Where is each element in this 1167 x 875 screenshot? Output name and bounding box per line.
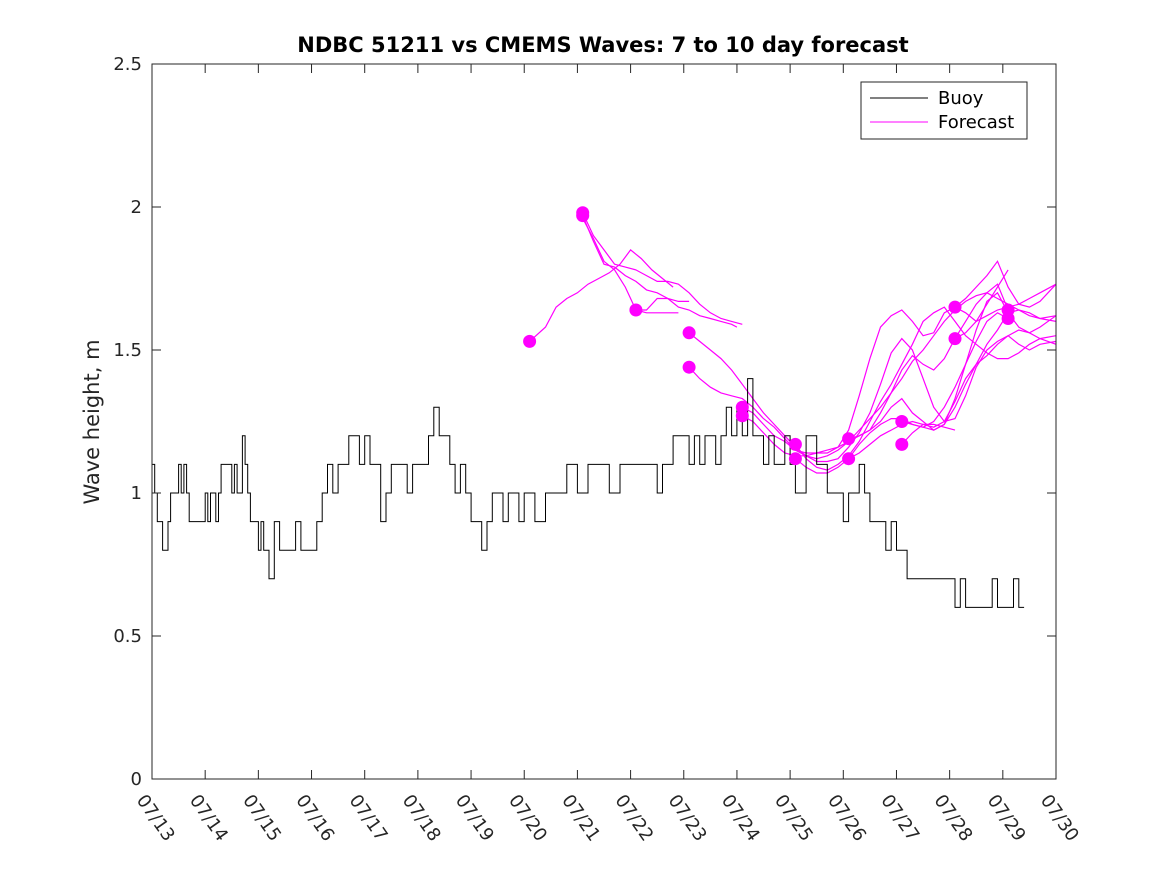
forecast-line-6 [688,292,1056,460]
forecast-start-marker [842,452,856,466]
forecast-line-5 [635,297,690,311]
forecast-line-1 [529,249,674,342]
forecast-start-marker [788,437,802,451]
forecast-start-marker [629,303,643,317]
buoy-line [152,378,1025,608]
y-tick-label: 2.5 [113,54,142,75]
forecast-line-17 [954,269,1009,340]
y-tick-label: 1.5 [113,340,142,361]
y-tick-label: 2 [131,197,142,218]
forecast-line-10 [794,306,1056,471]
forecast-line-2 [582,212,743,325]
legend-label-buoy: Buoy [938,88,984,109]
forecast-start-marker [682,326,696,340]
legend: Buoy Forecast [860,81,1028,140]
y-axis: 0 0.5 1 1.5 2 2.5 [113,54,1056,790]
forecast-start-marker [948,300,962,314]
forecast-start-marker [1001,312,1015,325]
forecast-start-marker [948,332,962,346]
forecast-start-marker [576,209,590,223]
forecast-line-14 [901,291,1056,431]
y-tick-label: 0 [131,769,142,790]
forecast-line-15 [901,423,956,445]
legend-box [860,81,1028,140]
forecast-start-marker [895,437,909,451]
y-tick-label: 1 [131,483,142,504]
y-axis-label: Wave height, m [80,339,104,504]
forecast-start-marker [682,360,696,374]
forecast-start-marker [523,334,537,348]
y-tick-label: 0.5 [113,626,142,647]
forecast-line-7 [688,334,1056,463]
forecast-start-marker [735,409,749,423]
forecast-start-marker [788,452,802,466]
legend-label-forecast: Forecast [938,112,1014,133]
chart-title: NDBC 51211 vs CMEMS Waves: 7 to 10 day f… [297,33,908,57]
forecast-start-marker [895,415,909,428]
plot-series [152,206,1056,608]
forecast-line-4 [582,218,679,314]
forecast-line-12 [848,309,1056,440]
forecast-start-marker [842,432,856,446]
forecast-line-9 [742,283,1009,457]
plot-frame [151,63,1057,780]
